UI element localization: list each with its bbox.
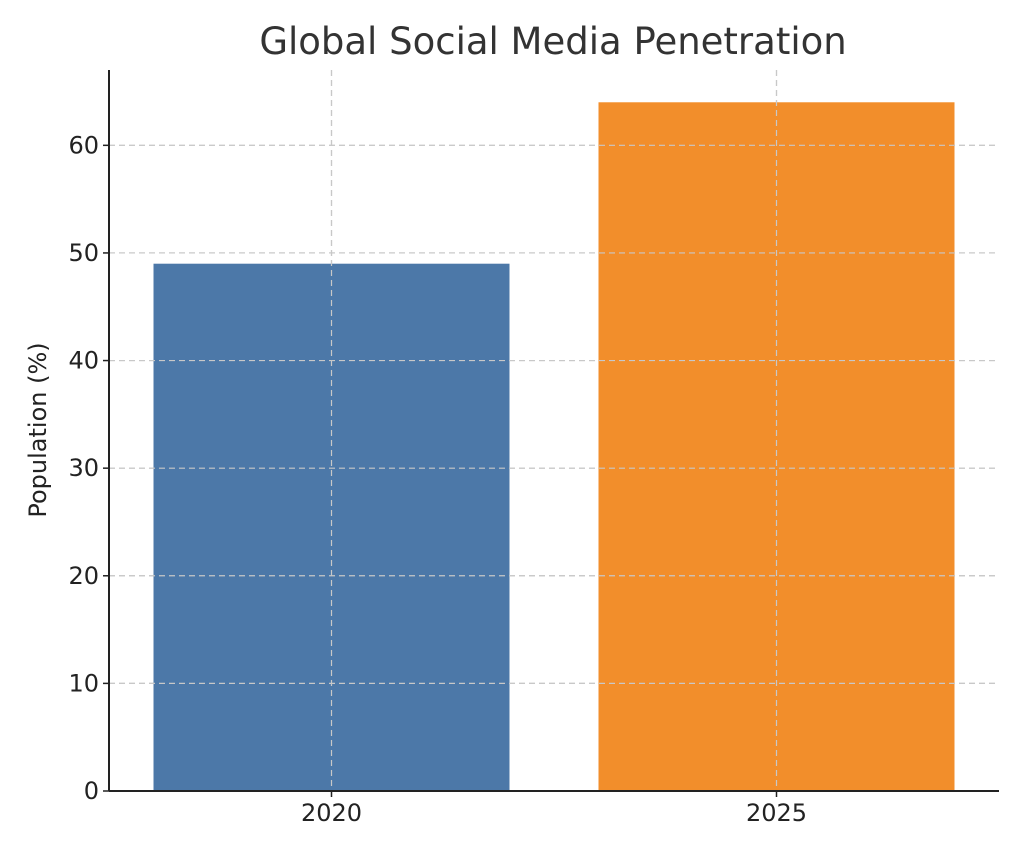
y-tick-label-50: 50 — [68, 239, 99, 267]
y-axis-label: Population (%) — [24, 342, 52, 517]
axes — [108, 70, 999, 792]
chart-title: Global Social Media Penetration — [259, 20, 846, 63]
x-tick-label-2020: 2020 — [301, 799, 362, 827]
x-tick-label-2025: 2025 — [746, 799, 807, 827]
y-tick-label-20: 20 — [68, 562, 99, 590]
y-tick-label-30: 30 — [68, 454, 99, 482]
y-tick-label-40: 40 — [68, 347, 99, 375]
y-tick-label-0: 0 — [84, 777, 99, 805]
bar-2025 — [598, 102, 955, 792]
x-axis-ticks: 2020 2025 — [301, 791, 807, 827]
y-tick-label-10: 10 — [68, 669, 99, 697]
bars — [109, 70, 999, 792]
y-tick-label-60: 60 — [68, 131, 99, 159]
y-axis-ticks: 0 10 20 30 40 50 60 — [68, 131, 109, 805]
